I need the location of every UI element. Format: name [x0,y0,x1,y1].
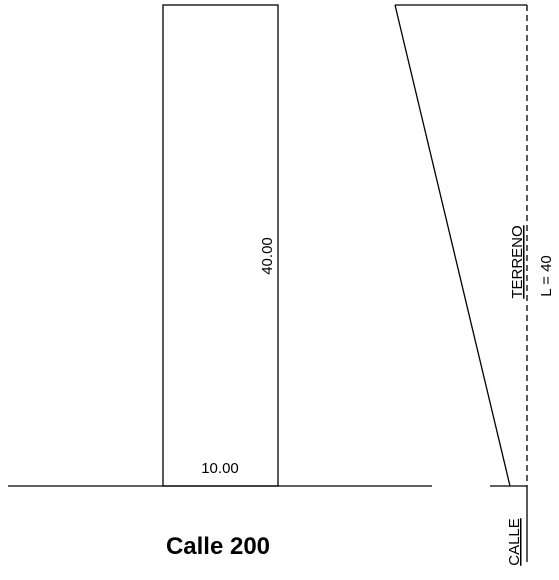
slope-line [394,4,511,487]
terrain-label: TERRENO [509,225,526,298]
side-street-label: CALLE [506,518,523,566]
street-label: Calle 200 [166,533,270,560]
length-label: L = 40 [538,255,555,297]
width-label: 10.00 [201,460,239,477]
height-label: 40.00 [259,237,276,275]
